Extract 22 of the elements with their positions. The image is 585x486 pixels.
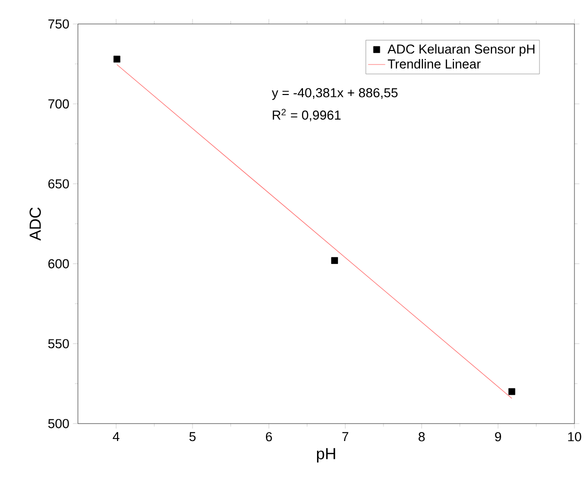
y-tick-label: 750: [48, 20, 69, 29]
y-tick-label: 650: [48, 179, 69, 189]
x-tick-label: 7: [342, 432, 348, 442]
point: [113, 56, 120, 63]
legend-label: Trendline Linear: [388, 59, 481, 69]
y-tick-label: 700: [48, 100, 69, 109]
x-axis-title: pH: [317, 448, 336, 463]
point: [508, 388, 516, 396]
x-tick-label: 9: [495, 432, 502, 442]
x-tick-label: 5: [189, 432, 196, 442]
x-tick-label: 6: [266, 432, 272, 442]
y-tick-label: 500: [48, 419, 69, 428]
x-tick-label: 4: [112, 432, 120, 442]
legend-label: ADC Keluaran Sensor pH: [388, 44, 534, 56]
y-tick-label: 550: [48, 339, 69, 348]
y-tick-label: 600: [48, 259, 69, 269]
x-tick-label: 8: [418, 432, 425, 442]
annotation: R$^{2}$ = 0,9961: [272, 109, 341, 122]
y-axis-title: ADC: [30, 208, 41, 241]
x-tick-label: 10: [568, 432, 582, 442]
point: [331, 257, 338, 264]
annotation: y = -40,381x + 886,55: [272, 88, 398, 100]
